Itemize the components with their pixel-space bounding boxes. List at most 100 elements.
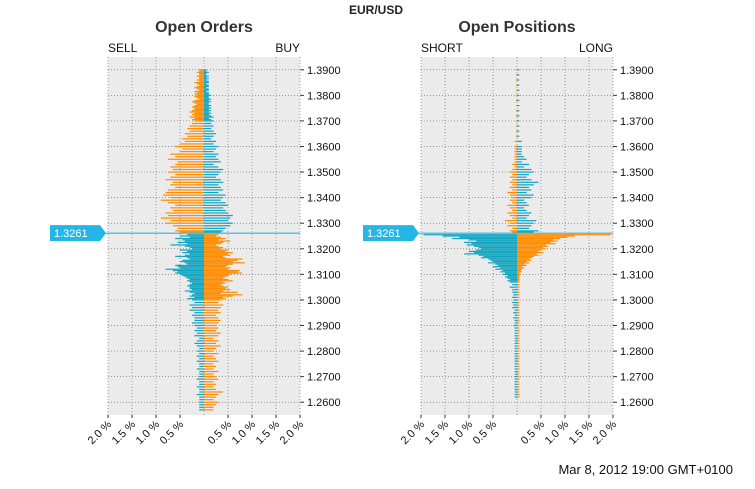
y-tick-label: 1.3100 <box>620 269 654 281</box>
bar-short <box>514 309 517 311</box>
bar-sell <box>187 263 204 265</box>
bar-buy <box>204 107 212 109</box>
bar-buy <box>204 272 243 274</box>
bar-buy <box>204 113 209 116</box>
bar-sell <box>165 179 204 181</box>
bar-buy <box>204 291 238 293</box>
bar-buy <box>204 317 219 319</box>
bar-buy <box>204 156 216 158</box>
bar-buy <box>204 88 209 90</box>
bar-sell <box>189 281 204 283</box>
bar-sell <box>199 373 204 375</box>
side-label-left: SHORT <box>421 41 463 55</box>
bar-sell <box>182 138 204 140</box>
bar-sell <box>194 93 204 95</box>
bar-sell <box>192 113 204 116</box>
bar-short <box>500 271 517 273</box>
bar-buy <box>204 287 226 290</box>
bar-sell <box>194 115 204 117</box>
bar-buy <box>204 191 219 194</box>
bar-long <box>517 158 527 160</box>
bar-long <box>517 260 527 263</box>
bar-short <box>512 184 517 186</box>
bar-buy <box>204 260 233 263</box>
bar-long <box>517 241 551 244</box>
bar-short <box>516 89 517 91</box>
bar-long <box>517 262 529 264</box>
bar-buy <box>204 254 231 256</box>
bar-short <box>478 246 517 249</box>
bar-buy <box>204 189 224 191</box>
bar-buy <box>204 220 228 222</box>
bar-buy <box>204 90 207 93</box>
bar-long <box>517 373 520 375</box>
bar-sell <box>194 317 204 319</box>
bar-sell <box>189 295 204 297</box>
bar-sell <box>168 158 204 160</box>
bar-long <box>517 268 522 270</box>
bar-short <box>507 204 517 206</box>
bar-buy <box>204 248 221 250</box>
bar-buy <box>204 117 209 119</box>
bar-buy <box>204 266 226 268</box>
bar-buy <box>204 262 245 264</box>
bar-sell <box>196 85 204 88</box>
x-tick-label: 0.5 % <box>158 418 187 447</box>
bar-sell <box>196 92 204 94</box>
bar-buy <box>204 292 221 295</box>
bar-long <box>517 250 539 252</box>
bar-sell <box>168 202 204 204</box>
bar-buy <box>204 93 209 95</box>
bar-sell <box>199 376 204 378</box>
bar-buy <box>204 92 209 94</box>
bar-buy <box>204 345 221 347</box>
bar-short <box>514 368 517 370</box>
bar-sell <box>177 271 204 273</box>
bar-buy <box>204 370 219 373</box>
bar-buy <box>204 94 212 96</box>
bar-short <box>512 289 517 291</box>
bar-sell <box>170 220 204 222</box>
bar-buy <box>204 119 212 121</box>
bar-short <box>509 194 517 196</box>
bar-sell <box>196 75 204 77</box>
bar-short <box>514 347 517 350</box>
bar-sell <box>192 306 204 309</box>
bar-buy <box>204 240 231 242</box>
bar-sell <box>172 209 204 212</box>
bar-buy <box>204 151 214 153</box>
bar-sell <box>175 156 204 158</box>
bar-sell <box>196 340 204 342</box>
bar-buy <box>204 376 216 378</box>
bar-short <box>514 393 517 396</box>
bar-buy <box>204 249 228 251</box>
bar-long <box>517 335 520 337</box>
bar-sell <box>187 298 204 300</box>
bar-buy <box>204 102 209 104</box>
bar-sell <box>189 246 204 249</box>
bar-long <box>517 235 575 237</box>
bar-long <box>517 145 522 148</box>
y-tick-label: 1.2900 <box>620 321 654 333</box>
bar-short <box>512 306 517 309</box>
bar-sell <box>199 370 204 373</box>
bar-sell <box>184 276 204 278</box>
bar-buy <box>204 319 221 321</box>
bar-buy <box>204 127 212 130</box>
bar-buy <box>204 225 231 227</box>
y-tick-label: 1.3000 <box>620 295 654 307</box>
panel-title: Open Orders <box>155 19 253 36</box>
bar-long <box>517 350 520 352</box>
bar-buy <box>204 322 219 324</box>
bar-sell <box>194 296 204 298</box>
bar-sell <box>175 237 204 240</box>
current-price-label: 1.3261 <box>367 228 401 240</box>
bar-buy <box>204 209 226 212</box>
bar-long <box>517 161 522 163</box>
bar-buy <box>204 399 214 401</box>
bar-buy <box>204 244 216 246</box>
side-label-right: BUY <box>275 41 300 55</box>
bar-long <box>517 312 520 314</box>
y-tick-label: 1.3900 <box>307 65 341 77</box>
bar-short <box>502 269 517 272</box>
